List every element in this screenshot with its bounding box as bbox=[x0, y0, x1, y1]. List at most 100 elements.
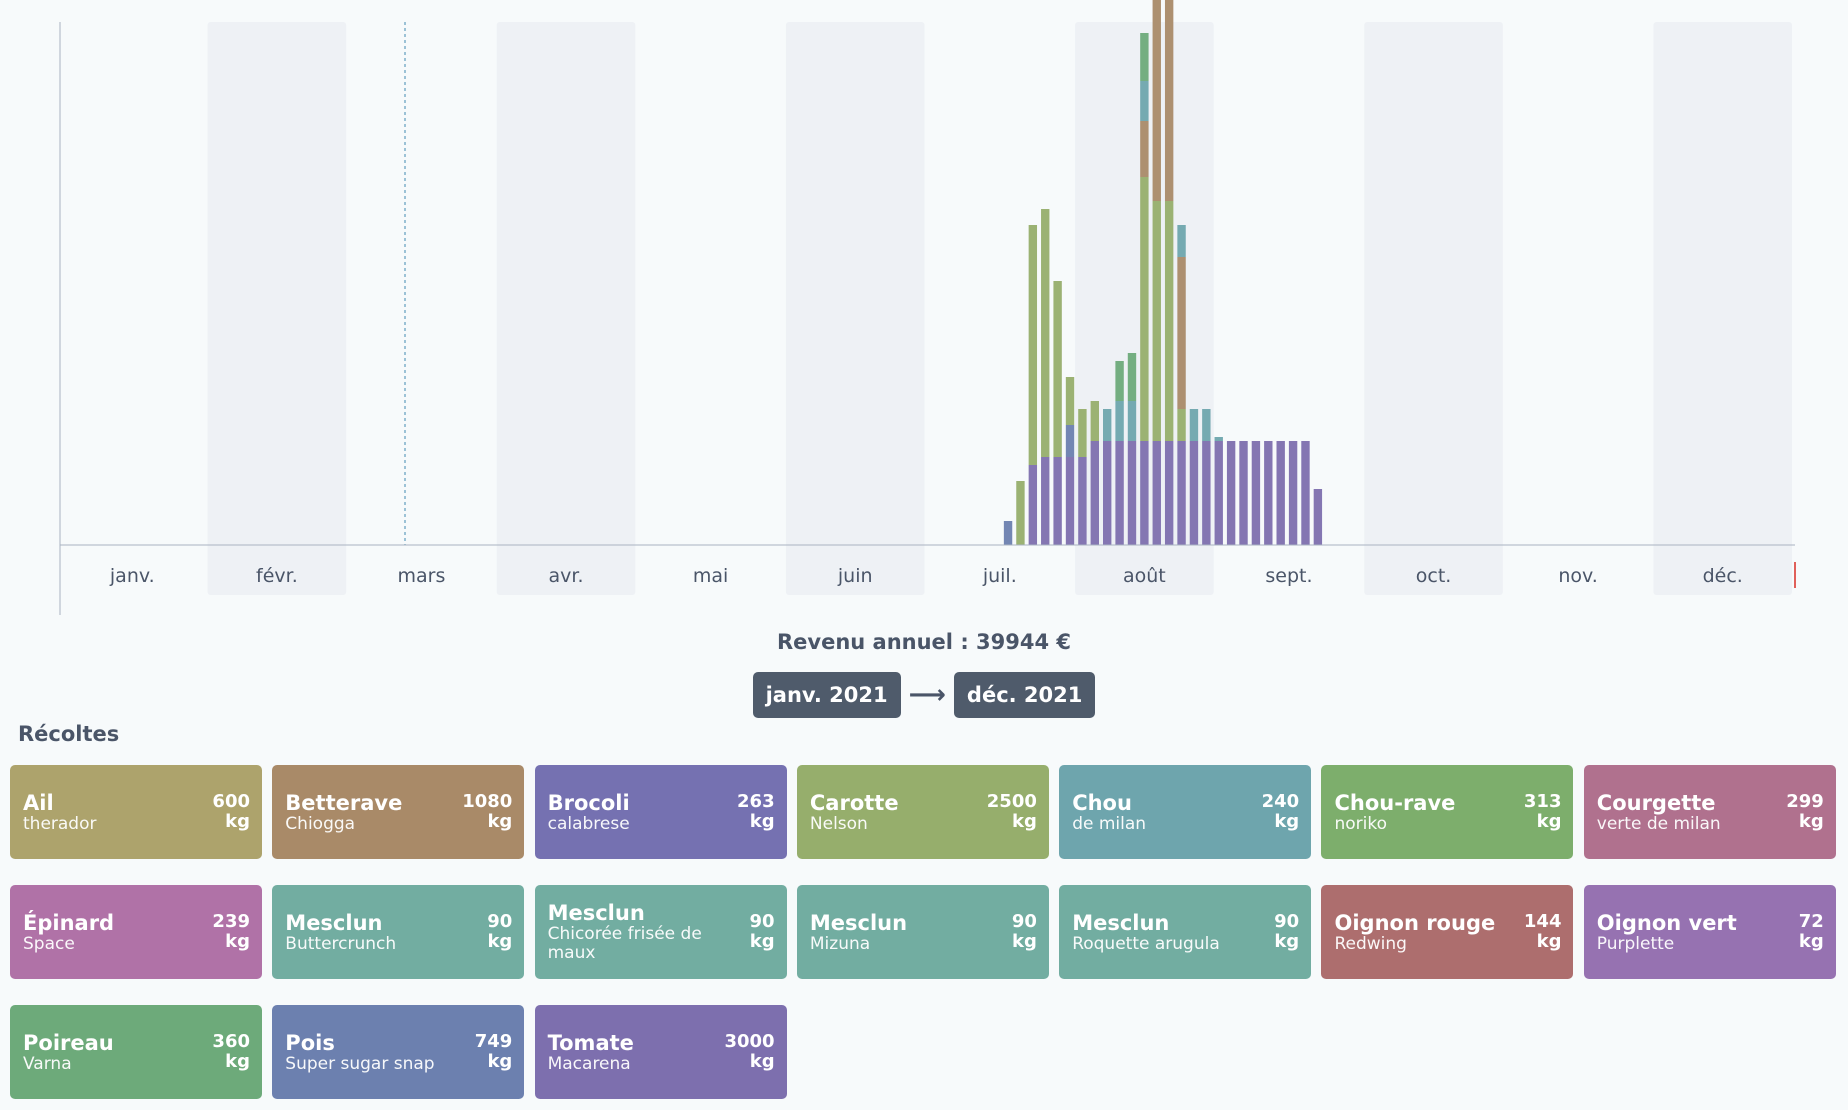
month-label: mai bbox=[693, 565, 728, 587]
month-label: avr. bbox=[549, 565, 584, 587]
annual-revenue-value: 39944 € bbox=[976, 630, 1072, 654]
annual-revenue: Revenu annuel : 39944 € bbox=[0, 630, 1848, 654]
crop-variety: Nelson bbox=[809, 813, 868, 834]
crop-unit: kg bbox=[1798, 811, 1824, 832]
crop-quantity: 749 bbox=[474, 1031, 513, 1052]
bar-carotte bbox=[1016, 481, 1025, 545]
bar-carotte bbox=[1177, 409, 1186, 441]
crop-name: Carotte bbox=[809, 790, 899, 815]
crop-names: Oignon rouge Redwing bbox=[1334, 911, 1517, 954]
crop-quantity: 313 bbox=[1523, 791, 1562, 812]
bar-carotte bbox=[1053, 281, 1062, 457]
crop-unit: kg bbox=[225, 1051, 250, 1072]
arrow-right-icon: ⟶ bbox=[908, 680, 946, 710]
month-label: mars bbox=[398, 565, 446, 587]
crop-names: Pois Super sugar snap bbox=[285, 1031, 468, 1074]
date-range: janv. 2021 ⟶ déc. 2021 bbox=[0, 672, 1848, 718]
bar-chou bbox=[1140, 81, 1149, 121]
bar-tomate bbox=[1226, 441, 1236, 545]
crop-quantity: 263 bbox=[737, 791, 775, 812]
crop-unit: kg bbox=[225, 931, 250, 952]
harvest-card[interactable]: Ail therador 600 kg bbox=[10, 765, 262, 859]
crop-name: Betterave bbox=[285, 790, 403, 815]
harvest-card[interactable]: Pois Super sugar snap 749 kg bbox=[272, 1005, 525, 1099]
crop-quantity-box: 3000 kg bbox=[724, 1032, 774, 1072]
crop-unit: kg bbox=[487, 811, 513, 832]
crop-variety: verte de milan bbox=[1596, 813, 1721, 834]
start-date-button[interactable]: janv. 2021 bbox=[752, 672, 901, 718]
crop-unit: kg bbox=[749, 931, 775, 952]
crop-names: Chou de milan bbox=[1072, 791, 1255, 834]
crop-names: Tomate Macarena bbox=[548, 1031, 719, 1074]
bar-carotte bbox=[1090, 401, 1099, 441]
harvest-card[interactable]: Oignon vert Purplette 72 kg bbox=[1583, 885, 1836, 979]
crop-variety: Roquette arugula bbox=[1072, 933, 1220, 954]
harvest-card[interactable]: Oignon rouge Redwing 144 kg bbox=[1321, 885, 1574, 979]
crop-quantity: 1080 bbox=[462, 791, 513, 812]
crop-names: Brocoli calabrese bbox=[548, 791, 731, 834]
bar-tomate bbox=[1202, 441, 1211, 545]
end-date-button[interactable]: déc. 2021 bbox=[953, 672, 1096, 718]
month-band bbox=[207, 22, 347, 595]
crop-name: Poireau bbox=[23, 1030, 114, 1055]
bar-tomate bbox=[1078, 457, 1087, 545]
crop-quantity-box: 313 kg bbox=[1524, 792, 1562, 832]
crop-unit: kg bbox=[487, 931, 513, 952]
bar-tomate bbox=[1313, 489, 1323, 545]
bar-chou bbox=[1103, 409, 1112, 441]
harvest-card[interactable]: Tomate Macarena 3000 kg bbox=[534, 1005, 787, 1099]
crop-unit: kg bbox=[1274, 931, 1300, 952]
bar-betterave bbox=[1152, 0, 1161, 201]
crop-quantity-box: 749 kg bbox=[475, 1032, 513, 1072]
crop-names: Mesclun Buttercrunch bbox=[285, 911, 481, 954]
month-label: nov. bbox=[1558, 565, 1597, 587]
crop-unit: kg bbox=[749, 1051, 775, 1072]
harvest-card[interactable]: Mesclun Chicorée frisée de maux 90 kg bbox=[534, 885, 787, 979]
crop-name: Oignon vert bbox=[1596, 910, 1737, 935]
harvest-card[interactable]: Poireau Varna 360 kg bbox=[10, 1005, 262, 1099]
bar-tomate bbox=[1164, 441, 1174, 545]
harvest-card[interactable]: Carotte Nelson 2500 kg bbox=[796, 765, 1049, 859]
harvest-card[interactable]: Mesclun Mizuna 90 kg bbox=[796, 885, 1049, 979]
annual-revenue-label: Revenu annuel : bbox=[776, 630, 977, 654]
bar-tomate bbox=[1140, 441, 1149, 545]
month-label: juil. bbox=[982, 565, 1017, 587]
crop-names: Mesclun Chicorée frisée de maux bbox=[548, 901, 744, 963]
crop-quantity: 360 bbox=[212, 1031, 250, 1052]
crop-quantity: 144 bbox=[1523, 911, 1562, 932]
crop-names: Ail therador bbox=[23, 791, 206, 834]
bar-tomate bbox=[1103, 441, 1112, 545]
harvest-chart: janv. févr. mars avr. mai juin juil. août sept. o… bbox=[59, 0, 1796, 615]
bar-tomate bbox=[1189, 441, 1199, 545]
crop-quantity-box: 2500 kg bbox=[987, 792, 1037, 832]
crop-quantity-box: 90 kg bbox=[1274, 912, 1299, 952]
crop-name: Épinard bbox=[23, 910, 115, 935]
month-band bbox=[1653, 22, 1792, 595]
crop-variety: therador bbox=[23, 813, 97, 834]
crop-quantity-box: 239 kg bbox=[212, 912, 250, 952]
crop-quantity-box: 1080 kg bbox=[462, 792, 512, 832]
bar-poireau bbox=[1115, 361, 1124, 401]
harvest-card[interactable]: Épinard Space 239 kg bbox=[10, 885, 262, 979]
harvest-card[interactable]: Brocoli calabrese 263 kg bbox=[534, 765, 787, 859]
bar-tomate bbox=[1264, 441, 1273, 545]
crop-unit: kg bbox=[487, 1051, 513, 1072]
crop-quantity: 239 bbox=[212, 911, 250, 932]
harvest-card[interactable]: Mesclun Buttercrunch 90 kg bbox=[272, 885, 525, 979]
bar-chou bbox=[1115, 401, 1124, 441]
crop-quantity-box: 299 kg bbox=[1786, 792, 1824, 832]
bar-tomate bbox=[1041, 457, 1050, 545]
harvest-card[interactable]: Courgette verte de milan 299 kg bbox=[1583, 765, 1836, 859]
harvest-card[interactable]: Chou de milan 240 kg bbox=[1059, 765, 1312, 859]
bar-tomate bbox=[1276, 441, 1285, 545]
harvest-card[interactable]: Betterave Chiogga 1080 kg bbox=[272, 765, 525, 859]
crop-quantity: 90 bbox=[1011, 911, 1037, 932]
crop-quantity-box: 90 kg bbox=[750, 912, 775, 952]
crop-quantity-box: 600 kg bbox=[212, 792, 250, 832]
crop-variety: Chiogga bbox=[285, 813, 356, 834]
harvest-card[interactable]: Chou-rave noriko 313 kg bbox=[1321, 765, 1574, 859]
crop-name: Mesclun bbox=[547, 901, 645, 925]
crop-variety: de milan bbox=[1072, 813, 1147, 834]
harvest-card[interactable]: Mesclun Roquette arugula 90 kg bbox=[1059, 885, 1312, 979]
bar-pois bbox=[1003, 521, 1013, 545]
